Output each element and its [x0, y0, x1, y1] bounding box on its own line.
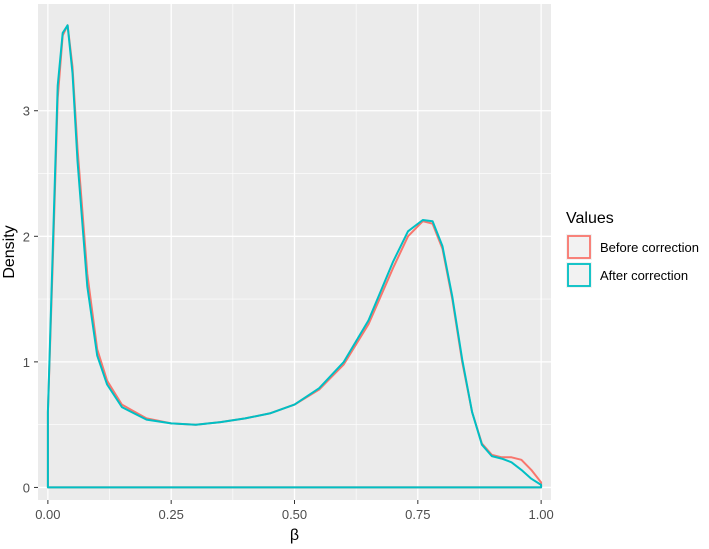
density-line-after-correction	[46, 24, 543, 489]
y-tick-label: 1	[23, 355, 30, 370]
x-tick-label: 0.50	[282, 507, 307, 522]
y-axis-title: Density	[1, 225, 18, 278]
legend-label-after-correction: After correction	[600, 268, 688, 283]
legend-swatch-before-correction	[567, 235, 591, 259]
series-lines	[46, 24, 543, 489]
x-tick-label: 0.75	[405, 507, 430, 522]
axis-ticks: 0.00 0.25 0.50 0.75 1.00 0 1 2 3	[23, 104, 554, 522]
legend-label-before-correction: Before correction	[600, 240, 699, 255]
legend-key-before-correction	[566, 234, 592, 260]
x-tick-label: 1.00	[528, 507, 553, 522]
grid-lines	[38, 4, 551, 500]
x-tick-label: 0.25	[159, 507, 184, 522]
x-axis-title: β	[290, 527, 299, 544]
legend-key-after-correction	[566, 262, 592, 288]
x-tick-label: 0.00	[35, 507, 60, 522]
legend: Values Before correction After correction	[566, 210, 699, 288]
y-tick-label: 2	[23, 229, 30, 244]
y-tick-label: 0	[23, 480, 30, 495]
legend-swatch-after-correction	[567, 263, 591, 287]
y-tick-label: 3	[23, 104, 30, 119]
legend-items: Before correction After correction	[566, 234, 699, 288]
legend-title: Values	[566, 210, 614, 227]
